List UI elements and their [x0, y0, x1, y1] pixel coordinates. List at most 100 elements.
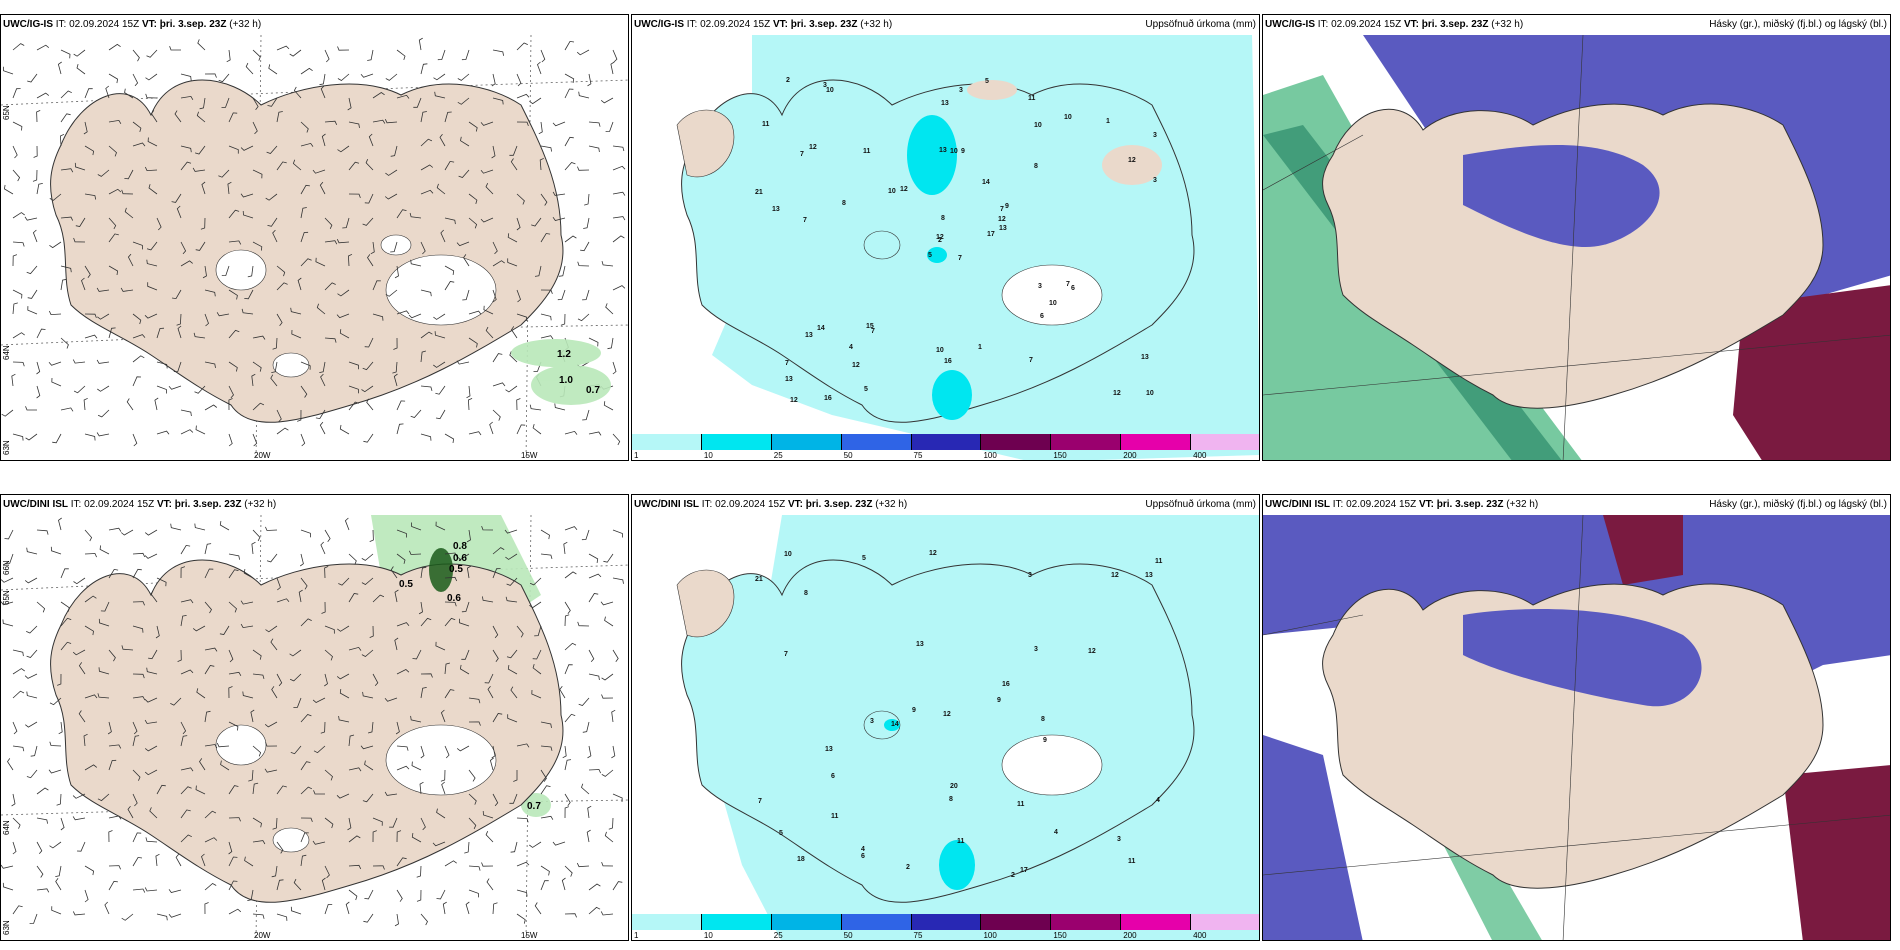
wind-barb — [156, 577, 167, 587]
precip-value: 18 — [797, 856, 805, 863]
wind-barb — [151, 110, 158, 123]
field-title: Hásky (gr.), miðský (fj.bl.) og lágský (… — [1709, 19, 1887, 30]
value-label: 0.8 — [453, 541, 467, 552]
precip-value: 5 — [862, 555, 866, 562]
wind-barb — [251, 373, 256, 387]
precip-numbers: 7727771191017101073581613141412131210961… — [755, 77, 1157, 404]
wind-barb — [144, 553, 158, 559]
wind-barb — [370, 241, 375, 255]
colorbar-tick: 150 — [1053, 931, 1067, 940]
wind-barb — [460, 136, 470, 147]
wind-barb — [60, 568, 69, 579]
precip-value: 10 — [936, 347, 944, 354]
precip-value: 11 — [1128, 858, 1136, 865]
wind-barb — [26, 691, 38, 699]
wind-barb — [216, 312, 230, 317]
wind-barb — [168, 889, 182, 893]
init-time: IT: 02.09.2024 15Z — [1332, 499, 1417, 510]
wind-barb — [510, 686, 518, 699]
wind-barb — [25, 433, 38, 441]
wind-barb — [468, 865, 481, 871]
colorbar-tick: 400 — [1193, 451, 1207, 460]
colorbar-tick: 1 — [634, 931, 639, 940]
wind-barb — [221, 97, 230, 108]
valid-time: þri. 3.sep. 23Z — [174, 499, 242, 510]
wind-barb — [272, 337, 278, 350]
value-label: 0.5 — [449, 564, 463, 575]
wind-barb — [489, 757, 494, 771]
wind-barb — [385, 289, 398, 297]
wind-barb — [252, 745, 262, 757]
wind-barb — [292, 159, 302, 171]
wind-barb — [76, 63, 86, 75]
precip-value: 10 — [1034, 122, 1042, 129]
precip-value: 9 — [997, 697, 1001, 704]
wind-barb — [504, 529, 518, 534]
wind-barb — [36, 787, 49, 795]
wind-barb — [362, 217, 374, 226]
wind-barb — [59, 133, 65, 147]
wind-barb — [347, 97, 352, 111]
wind-barb — [12, 361, 25, 367]
wind-barb — [492, 793, 499, 807]
panel-precip-dini: UWC/DINI ISL IT: 02.09.2024 15Z VT: þri.… — [631, 494, 1260, 941]
wind-barb — [564, 526, 578, 531]
wind-barb — [603, 553, 614, 563]
wind-barb — [324, 817, 334, 829]
wind-barb — [396, 857, 407, 867]
panel-wind-igis: UWC/IG-IS IT: 02.09.2024 15Z VT: þri. 3.… — [0, 14, 629, 461]
wind-barb — [529, 577, 542, 586]
wind-barb — [196, 111, 206, 123]
wind-barb — [364, 337, 374, 348]
wind-barb — [204, 902, 209, 915]
precip-value: 20 — [950, 783, 958, 790]
wind-barb — [108, 568, 119, 579]
wind-barb — [300, 832, 309, 843]
wind-barb — [492, 625, 499, 639]
colorbar-segment — [1051, 434, 1122, 450]
wind-barb — [561, 877, 566, 891]
wind-barb — [127, 805, 134, 819]
wind-barb — [27, 306, 38, 315]
wind-barb — [127, 253, 134, 267]
precip-value: 10 — [1146, 390, 1154, 397]
wind-barb — [146, 49, 158, 58]
heavy-precip — [907, 115, 972, 420]
wind-barb — [36, 92, 50, 99]
wind-barb — [132, 832, 142, 843]
wind-barb — [300, 121, 309, 133]
wind-barb — [60, 407, 74, 412]
precip-value: 15 — [866, 323, 874, 330]
wind-barb — [465, 901, 470, 915]
wind-barb — [588, 431, 602, 436]
wind-barb — [156, 217, 162, 231]
wind-barb — [266, 553, 278, 563]
lat-label: 63N — [2, 440, 11, 455]
wind-barb — [441, 781, 446, 795]
wind-barb — [316, 303, 326, 315]
wind-barb — [300, 714, 312, 723]
lead-time: (+32 h) — [1491, 19, 1524, 30]
wind-barb — [416, 865, 422, 878]
wind-barb — [144, 697, 158, 703]
lon-label: 15W — [521, 451, 538, 460]
wind-barb — [132, 721, 138, 735]
wind-barb — [410, 409, 422, 418]
wind-barb — [604, 831, 614, 843]
precip-value: 8 — [949, 796, 953, 803]
wind-barb — [324, 566, 329, 579]
wind-barb — [1, 409, 14, 417]
wind-barb — [199, 97, 206, 110]
wind-barb — [581, 529, 590, 541]
wind-barb — [336, 793, 350, 799]
wind-barb — [587, 805, 592, 819]
precip-value: 13 — [805, 332, 813, 339]
wind-barb — [60, 49, 71, 59]
lon-label: 20W — [254, 931, 271, 940]
wind-barb — [468, 697, 481, 704]
precip-value: 17 — [1020, 867, 1028, 874]
value-label: 0.6 — [447, 593, 461, 604]
wind-barb — [290, 307, 302, 315]
colorbar-tick: 25 — [773, 451, 783, 460]
wind-barb — [228, 553, 240, 560]
